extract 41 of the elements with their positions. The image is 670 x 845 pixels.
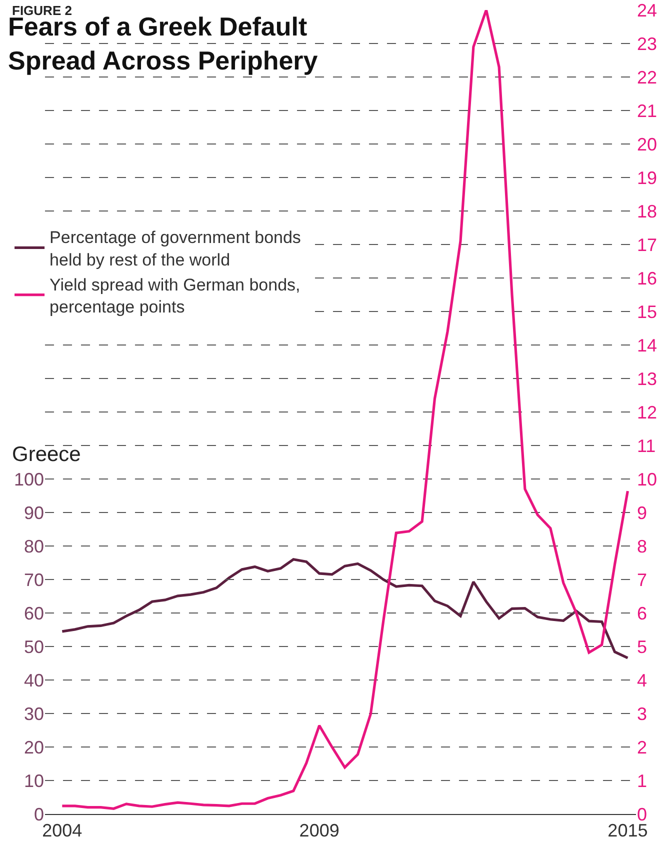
y2-tick-label: 22 (637, 67, 658, 88)
x-tick-label: 2004 (42, 820, 82, 841)
legend-label: Yield spread with German bonds, percentage points (50, 275, 300, 317)
y-tick-label: 90 (24, 502, 44, 523)
y2-tick-label: 4 (637, 670, 648, 690)
y2-tick-label: 24 (637, 0, 658, 20)
y2-tick-label: 18 (637, 201, 658, 222)
y2-tick-label: 16 (637, 268, 658, 288)
y2-tick-label: 9 (637, 502, 648, 523)
y-tick-label: 0 (34, 804, 44, 824)
y2-tick-label: 17 (637, 234, 658, 255)
y-tick-label: 60 (24, 603, 44, 624)
y2-tick-label: 8 (637, 536, 648, 556)
y2-tick-label: 19 (637, 168, 658, 188)
y-axis-title: Greece (12, 443, 81, 466)
y2-tick-label: 11 (637, 436, 656, 456)
x-tick-label: 2009 (299, 820, 340, 841)
y2-tick-label: 7 (637, 570, 648, 590)
y2-tick-label: 6 (637, 603, 648, 624)
y2-tick-label: 12 (637, 402, 658, 422)
legend-label: Percentage of government bonds held by rest of the world (50, 228, 301, 270)
y-tick-label: 80 (24, 536, 44, 556)
y-tick-label: 30 (24, 704, 44, 724)
y-tick-label: 100 (14, 469, 44, 490)
y2-tick-label: 5 (637, 636, 648, 657)
y-tick-label: 10 (24, 770, 44, 791)
line-series (60, 558, 629, 660)
y2-tick-label: 1 (637, 770, 648, 791)
y2-tick-label: 3 (637, 704, 648, 724)
y2-tick-label: 15 (637, 302, 658, 322)
y2-tick-label: 20 (637, 134, 658, 154)
y2-tick-label: 13 (637, 368, 658, 389)
y-tick-label: 40 (24, 670, 44, 690)
y2-tick-label: 21 (637, 100, 658, 121)
y2-tick-label: 23 (637, 34, 658, 54)
y-tick-label: 50 (24, 636, 44, 657)
y2-tick-label: 14 (637, 335, 658, 356)
y-tick-label: 20 (24, 737, 44, 758)
y2-tick-label: 2 (637, 737, 648, 758)
y2-tick-label: 10 (637, 469, 658, 490)
y-tick-label: 70 (24, 570, 44, 590)
